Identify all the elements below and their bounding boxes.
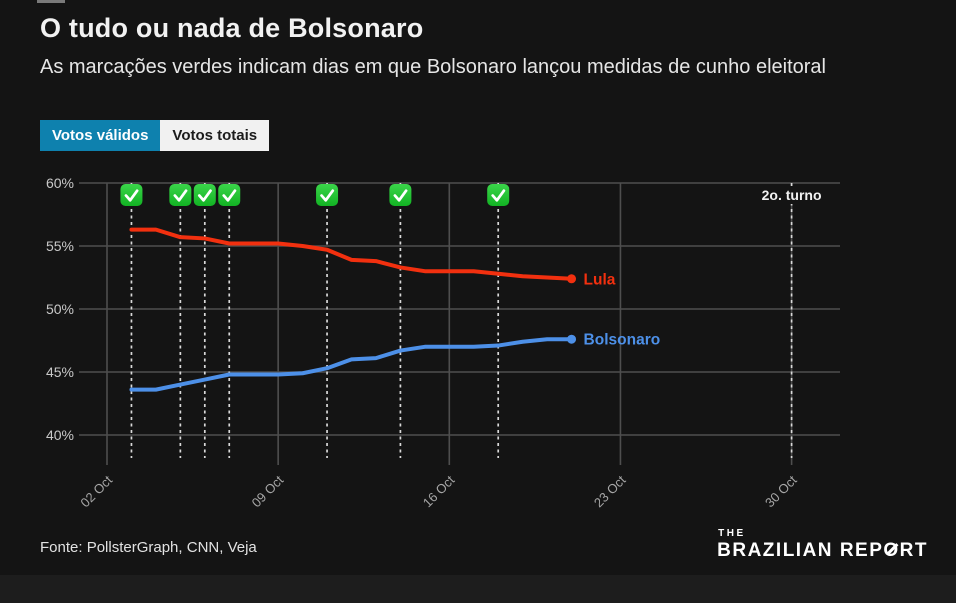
check-glyph [393, 189, 408, 202]
y-tick-label: 60% [46, 175, 74, 191]
source-note: Fonte: PollsterGraph, CNN, Veja [40, 539, 257, 556]
logo-the-text: THE [718, 528, 746, 539]
y-tick-label: 50% [46, 301, 74, 317]
bottom-strip [0, 575, 956, 603]
lula-endpoint-dot [567, 274, 577, 284]
lula-line [129, 227, 574, 281]
bolsonaro-series-label: Bolsonaro [584, 332, 661, 349]
green-check-icon [169, 184, 192, 206]
bolsonaro-endpoint-dot [567, 334, 577, 344]
chart-subtitle: As marcações verdes indicam dias em que … [40, 56, 826, 78]
lula-series-label: Lula [584, 271, 616, 288]
x-tick-label: 16 Oct [420, 472, 458, 510]
check-glyph [173, 189, 188, 202]
x-tick-label: 23 Oct [591, 472, 629, 510]
x-tick-label: 09 Oct [249, 472, 287, 510]
tab-votos-totais[interactable]: Votos totais [160, 120, 270, 151]
vote-type-toggle: Votos válidos Votos totais [40, 120, 270, 151]
slashed-o-glyph: O [883, 540, 900, 561]
tab-votos-validos[interactable]: Votos válidos [40, 120, 161, 151]
x-tick-label: 30 Oct [762, 472, 800, 510]
page-title: O tudo ou nada de Bolsonaro [40, 13, 424, 43]
y-tick-label: 40% [46, 427, 74, 443]
top-edge-artifact [37, 0, 65, 3]
green-check-icon [389, 184, 412, 206]
y-tick-label: 55% [46, 238, 74, 254]
second-round-annotation: 2o. turno [762, 187, 822, 203]
check-glyph [222, 189, 237, 202]
green-check-icon [218, 184, 241, 206]
check-glyph [320, 189, 335, 202]
x-tick-label: 02 Oct [77, 472, 115, 510]
logo-main-text: BRAZILIAN REPORT [717, 540, 928, 561]
green-check-icon [120, 184, 143, 206]
bolsonaro-line [129, 337, 574, 392]
annotation-backplate [754, 186, 829, 204]
green-check-icon [316, 184, 339, 206]
y-tick-label: 45% [46, 364, 74, 380]
check-glyph [124, 189, 139, 202]
green-check-icon [193, 184, 216, 206]
green-check-icon [487, 184, 510, 206]
check-glyph [197, 189, 212, 202]
check-glyph [491, 189, 506, 202]
brazilian-report-logo: THE BRAZILIAN REPORT [717, 528, 928, 562]
